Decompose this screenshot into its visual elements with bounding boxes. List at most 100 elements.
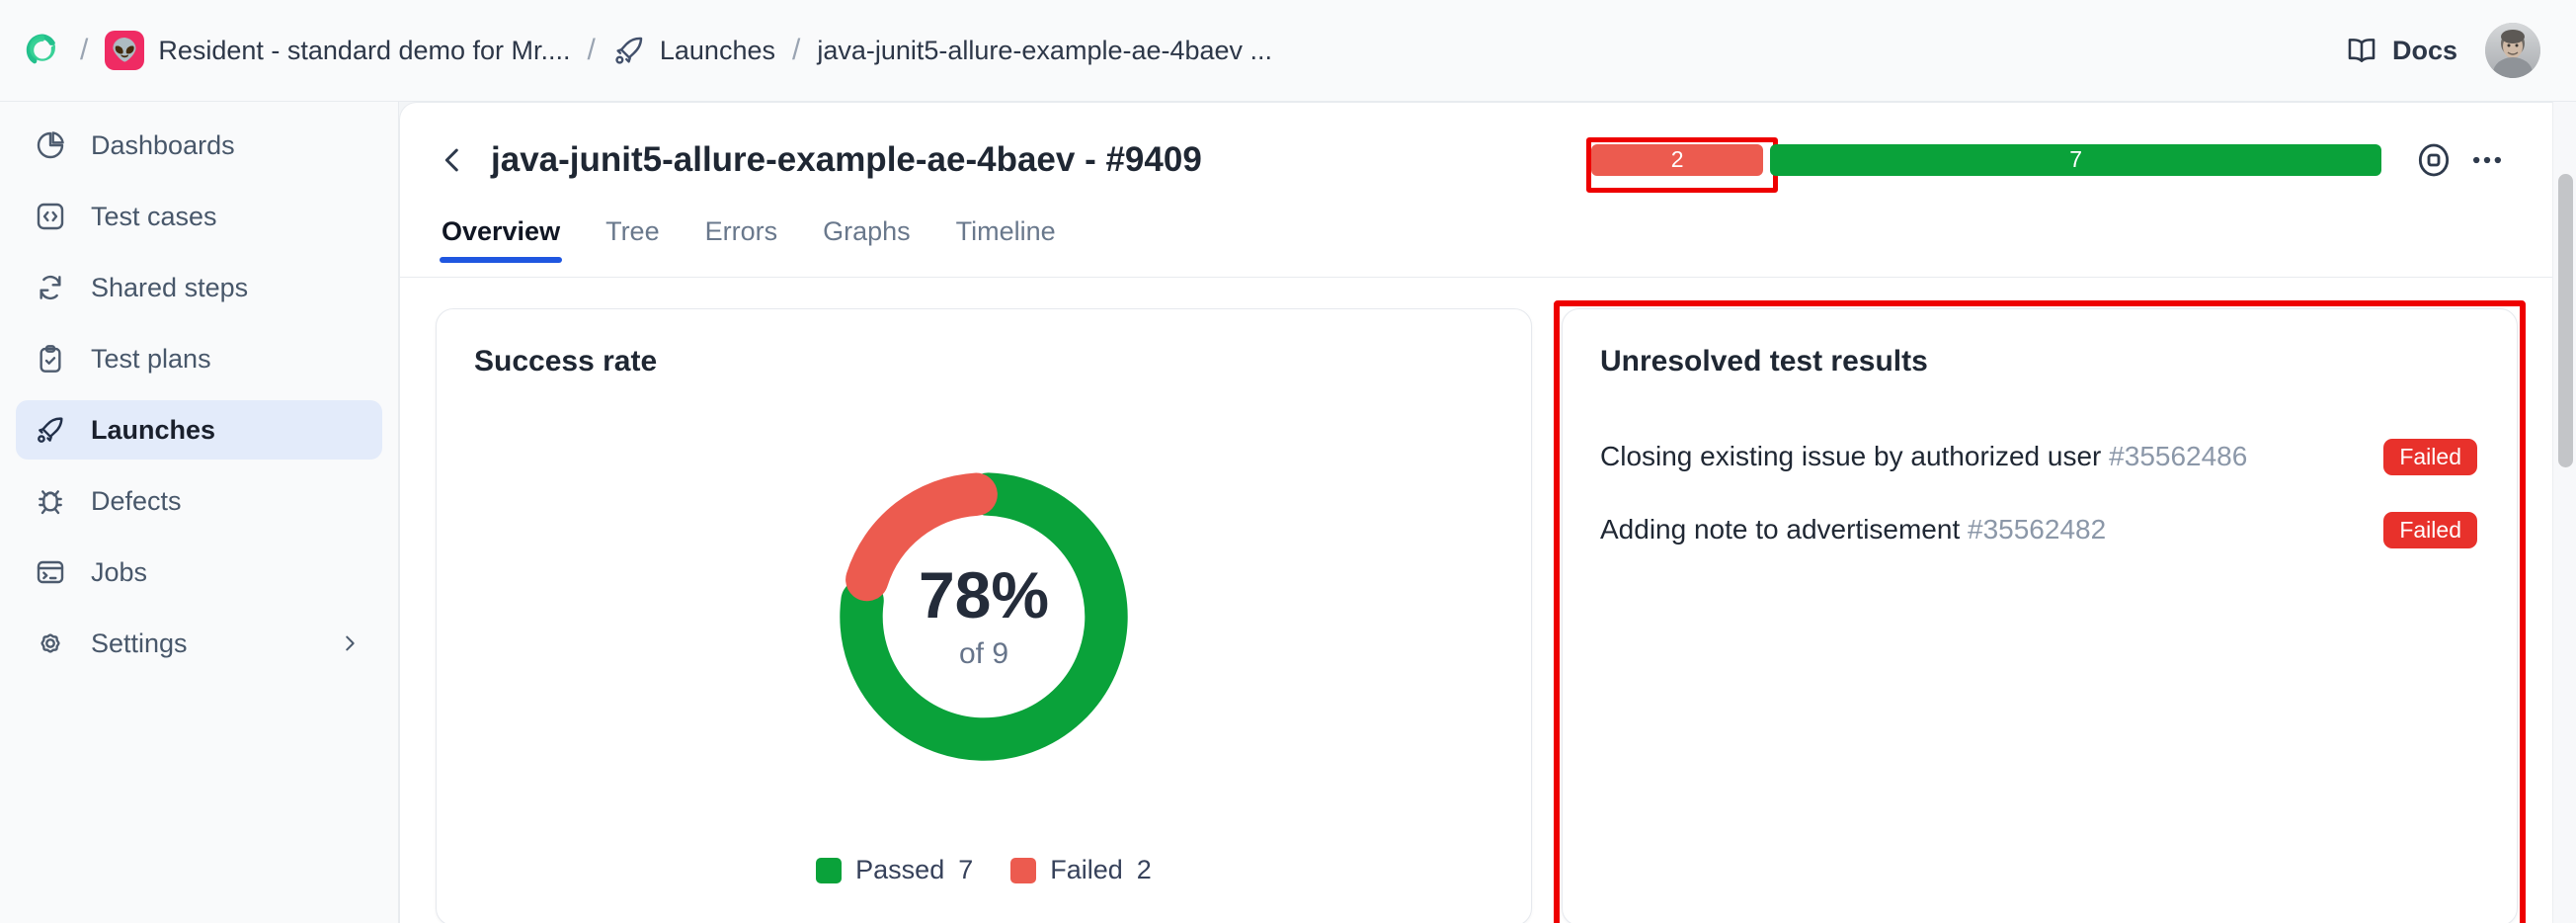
unresolved-test-results-panel: Unresolved test results Closing existing… [1562,308,2518,923]
page-title: java-junit5-allure-example-ae-4baev - #9… [491,139,1202,179]
legend-swatch-failed [1010,857,1037,883]
status-segment-failed[interactable]: 2 [1591,143,1764,176]
rocket-icon [615,37,643,64]
avatar[interactable] [2485,23,2540,78]
gear-icon [34,627,67,660]
success-rate-donut-chart[interactable]: 78% of 9 [831,463,1137,770]
sidebar-item-label: Jobs [91,556,148,587]
tab-overview[interactable]: Overview [440,216,563,263]
status-segment-passed[interactable]: 7 [1770,143,2381,176]
sidebar-item-settings[interactable]: Settings [16,614,382,673]
top-bar-right: Docs [2345,23,2540,78]
donut-svg [840,472,1128,761]
content-card: java-junit5-allure-example-ae-4baev - #9… [399,102,2553,923]
vertical-scrollbar-track[interactable] [2552,102,2576,923]
status-segment-failed-wrapper: 2 [1585,136,1779,193]
vertical-scrollbar-thumb[interactable] [2558,174,2573,467]
status-summary-bar: 2 7 [1585,136,2381,193]
breadcrumb-separator-2: / [587,34,596,66]
legend-value-passed: 7 [958,855,974,884]
sidebar-item-label: Defects [91,485,182,516]
more-options-button[interactable] [2460,133,2514,187]
list-item[interactable]: Closing existing issue by authorized use… [1600,420,2477,493]
unresolved-row-title: Closing existing issue by authorized use… [1600,441,2102,471]
legend-value-failed: 2 [1136,855,1152,884]
success-percent-value: 78% [918,558,1050,631]
stop-launch-button[interactable] [2407,133,2460,187]
legend-label-passed: Passed [855,855,945,884]
sidebar-item-label: Dashboards [91,129,235,160]
book-icon [2348,39,2375,62]
tab-graphs[interactable]: Graphs [823,216,911,246]
sidebar-item-label: Test plans [91,343,211,374]
breadcrumb: / 👽 Resident - standard demo for Mr.... … [22,30,2345,71]
tab-bar: Overview Tree Errors Graphs Timeline [400,216,2553,278]
sidebar-item-shared-steps[interactable]: Shared steps [16,258,382,317]
donut-center-labels: 78% of 9 [831,463,1137,770]
overview-body: Success rate 78% of 9 [400,279,2553,923]
chevron-left-icon [444,148,458,171]
status-badge: Failed [2383,511,2477,548]
legend-item-passed[interactable]: Passed 7 [816,855,973,885]
legend-label-failed: Failed [1050,855,1123,884]
docs-link[interactable]: Docs [2345,34,2457,67]
sidebar-item-test-plans[interactable]: Test plans [16,329,382,388]
sidebar-item-label: Test cases [91,201,217,231]
stop-circle-icon [2418,143,2450,176]
sidebar-item-dashboards[interactable]: Dashboards [16,116,382,175]
sidebar-item-test-cases[interactable]: Test cases [16,187,382,246]
allure-logo-icon [26,34,55,64]
unresolved-row-name: Closing existing issue by authorized use… [1600,441,2383,472]
success-rate-panel: Success rate 78% of 9 [436,308,1532,923]
code-icon [34,200,67,233]
docs-label: Docs [2391,35,2457,65]
sidebar: Dashboards Test cases Shared steps Test … [0,102,399,923]
list-item[interactable]: Adding note to advertisement #35562482 F… [1600,493,2477,566]
sidebar-item-defects[interactable]: Defects [16,471,382,531]
unresolved-panel-wrapper: Unresolved test results Closing existing… [1554,300,2526,923]
pie-chart-icon [34,128,67,162]
tab-errors[interactable]: Errors [704,216,778,246]
breadcrumb-launches[interactable]: Launches [612,34,775,67]
breadcrumb-launches-label: Launches [659,35,775,65]
top-bar: / 👽 Resident - standard demo for Mr.... … [0,0,2576,102]
breadcrumb-project[interactable]: 👽 Resident - standard demo for Mr.... [105,31,571,70]
unresolved-row-id: #35562482 [1968,514,2107,545]
breadcrumb-home[interactable] [22,30,63,71]
page-header: java-junit5-allure-example-ae-4baev - #9… [400,103,2553,216]
refresh-icon [34,271,67,304]
success-rate-title: Success rate [474,345,658,378]
donut-arc-failed [840,472,1128,761]
sidebar-item-launches[interactable]: Launches [16,400,382,460]
clipboard-check-icon [34,342,67,376]
unresolved-row-title: Adding note to advertisement [1600,514,1961,545]
avatar-image [2485,23,2540,78]
unresolved-list: Closing existing issue by authorized use… [1563,378,2517,566]
tab-tree[interactable]: Tree [605,216,660,246]
back-button[interactable] [428,135,477,185]
legend-item-failed[interactable]: Failed 2 [1010,855,1152,885]
sidebar-item-label: Shared steps [91,272,249,302]
unresolved-row-id: #35562486 [2109,441,2248,471]
unresolved-title: Unresolved test results [1600,345,1928,378]
rocket-icon [34,413,67,447]
unresolved-row-name: Adding note to advertisement #35562482 [1600,514,2383,545]
main-area: java-junit5-allure-example-ae-4baev - #9… [399,102,2576,923]
status-segment-passed-wrapper: 7 [1770,143,2381,176]
breadcrumb-separator-1: / [80,34,89,66]
success-total-label: of 9 [958,637,1009,670]
chevron-right-icon [346,635,355,651]
sidebar-item-jobs[interactable]: Jobs [16,543,382,602]
chart-legend: Passed 7 Failed 2 [437,855,1531,923]
tab-timeline[interactable]: Timeline [955,216,1056,246]
breadcrumb-current[interactable]: java-junit5-allure-example-ae-4baev ... [817,36,1272,66]
bug-icon [34,484,67,518]
sidebar-item-label: Launches [91,414,216,445]
status-badge: Failed [2383,438,2477,475]
donut-chart-wrapper: 78% of 9 [437,378,1531,855]
legend-swatch-passed [816,857,843,883]
project-avatar-icon: 👽 [105,31,145,70]
more-horizontal-icon [2473,156,2501,163]
terminal-icon [34,555,67,589]
breadcrumb-separator-3: / [791,34,801,66]
